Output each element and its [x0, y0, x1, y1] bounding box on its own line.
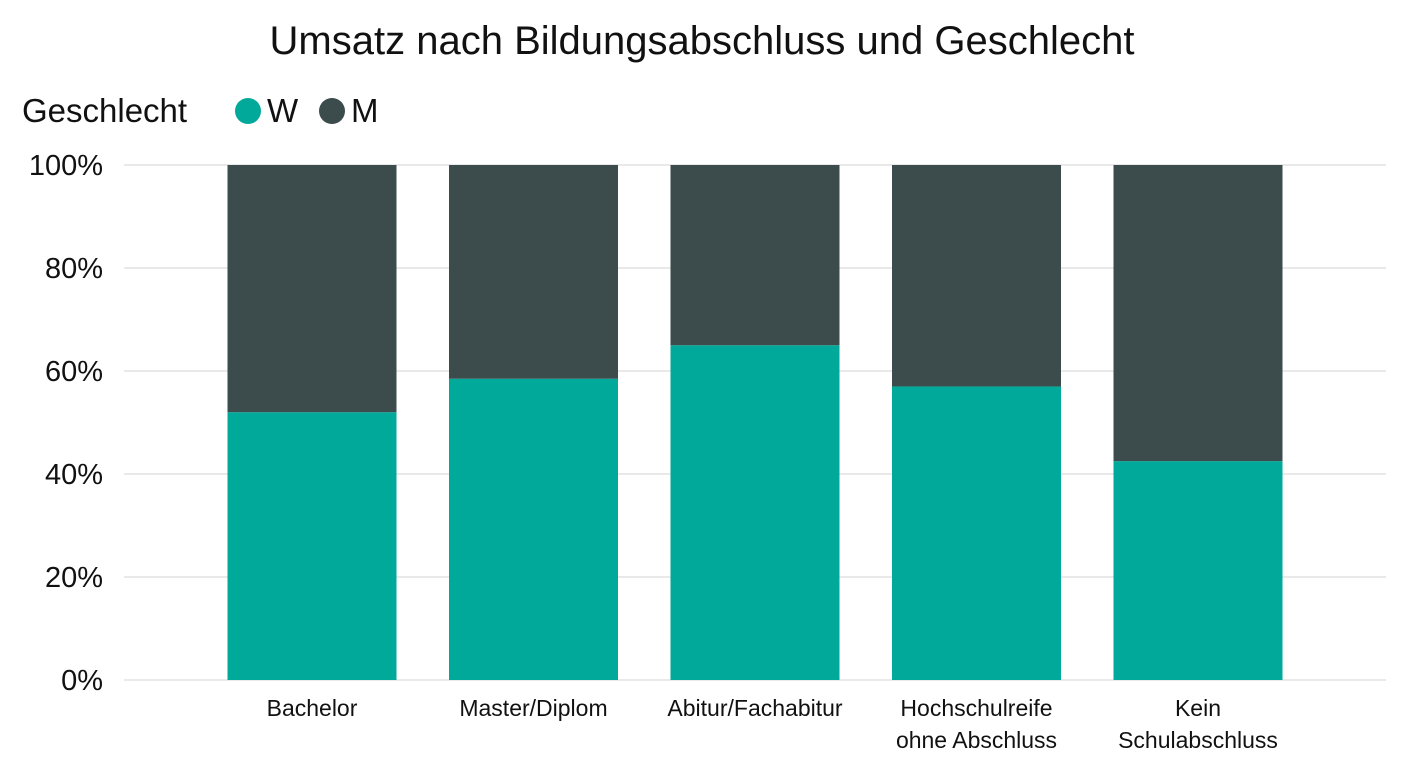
legend-title: Geschlecht	[22, 92, 187, 129]
bar-w-1	[449, 378, 618, 680]
x-axis: Bachelor Master/Diplom Abitur/Fachabitur Ho…	[267, 695, 1278, 753]
bars	[227, 165, 1283, 680]
bar-w-2	[670, 345, 840, 680]
x-tick-label: Master/Diplom	[459, 695, 607, 721]
y-tick-label: 80%	[45, 253, 103, 285]
x-tick-label: Abitur/Fachabitur	[667, 695, 842, 721]
bar-m-4	[1113, 165, 1283, 462]
y-tick-label: 100%	[29, 150, 103, 182]
legend-label-m: M	[351, 92, 379, 129]
bar-w-3	[892, 386, 1061, 680]
bar-m-3	[892, 165, 1061, 387]
y-tick-label: 40%	[45, 459, 103, 491]
bar-m-1	[449, 165, 618, 379]
legend-marker-m	[319, 98, 345, 124]
bar-m-2	[670, 165, 840, 346]
legend-marker-w	[235, 98, 261, 124]
x-tick-label: Bachelor	[267, 695, 358, 721]
x-tick-label: Kein Schulabschluss	[1118, 695, 1278, 753]
y-tick-label: 0%	[61, 665, 103, 697]
y-axis: 0% 20% 40% 60% 80% 100%	[29, 150, 103, 697]
x-tick-label: Hochschulreife ohne Abschluss	[896, 695, 1057, 753]
chart-title: Umsatz nach Bildungsabschluss und Geschl…	[270, 19, 1135, 63]
y-tick-label: 20%	[45, 562, 103, 594]
y-tick-label: 60%	[45, 356, 103, 388]
bar-w-0	[227, 412, 397, 680]
bar-m-0	[227, 165, 397, 413]
legend-label-w: W	[267, 92, 299, 129]
bar-w-4	[1113, 461, 1283, 680]
